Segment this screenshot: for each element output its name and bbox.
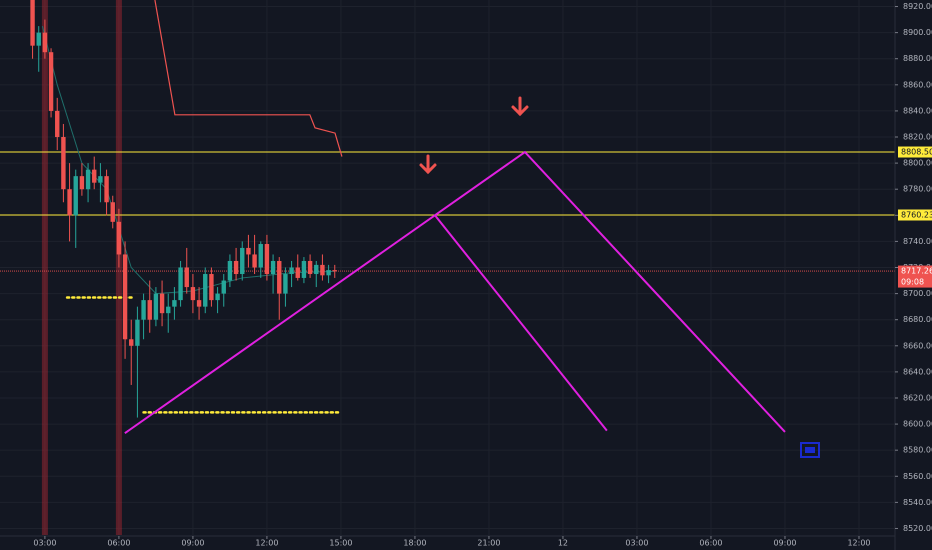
y-tick-label: 8580.00 — [903, 446, 932, 455]
candle-body — [240, 247, 245, 275]
x-tick-label: 09:00 — [181, 539, 204, 548]
price-label-box — [898, 209, 932, 221]
x-tick-label: 18:00 — [403, 539, 426, 548]
candle-body — [289, 267, 294, 275]
candle-body — [227, 260, 233, 281]
trendline — [124, 150, 786, 435]
candle-body — [73, 176, 78, 216]
candle-body — [153, 293, 159, 320]
trendline — [434, 214, 608, 432]
candle-body — [203, 274, 208, 307]
candle-body — [67, 189, 72, 216]
x-tick-label: 06:00 — [107, 539, 130, 548]
candle-body — [122, 254, 128, 340]
y-tick-label: 8920.00 — [903, 2, 932, 11]
x-tick-label: 06:00 — [699, 539, 722, 548]
candle-body — [246, 247, 251, 255]
last-price-box — [898, 265, 932, 288]
x-tick-label: 03:00 — [625, 539, 648, 548]
candle-body — [295, 267, 300, 278]
candle-body — [61, 137, 66, 190]
y-tick-label: 8700.00 — [903, 289, 932, 298]
y-tick-label: 8820.00 — [903, 133, 932, 142]
y-tick-label: 8560.00 — [903, 472, 932, 481]
candle-body — [110, 202, 115, 222]
x-tick-label: 12 — [558, 539, 568, 548]
price-label: 8760.23 — [901, 211, 932, 220]
y-tick-label: 8680.00 — [903, 315, 932, 324]
candle-body — [135, 319, 140, 346]
x-tick-label: 15:00 — [329, 539, 352, 548]
candle-body — [147, 300, 152, 320]
y-tick-label: 8660.00 — [903, 341, 932, 350]
y-tick-label: 8600.00 — [903, 420, 932, 429]
candle-body — [92, 169, 97, 183]
y-tick-label: 8520.00 — [903, 524, 932, 533]
candle-body — [258, 244, 263, 268]
price-label-box — [898, 146, 932, 158]
candle-body — [320, 264, 325, 276]
price-label: 8808.50 — [901, 148, 932, 157]
candle-body — [159, 293, 165, 314]
x-tick-label: 21:00 — [477, 539, 500, 548]
candle-body — [277, 260, 282, 294]
candle-body — [129, 339, 134, 346]
y-tick-label: 8540.00 — [903, 498, 932, 507]
y-tick-label: 8800.00 — [903, 159, 932, 168]
candle-body — [36, 32, 41, 46]
icon — [800, 442, 820, 458]
last-price-label: 8717.26 — [901, 267, 932, 276]
candle-body — [55, 110, 60, 138]
candle-body — [209, 274, 214, 301]
y-tick-label: 8780.00 — [903, 185, 932, 194]
x-tick-label: 03:00 — [33, 539, 56, 548]
candle-body — [196, 300, 202, 307]
candle-body — [326, 270, 331, 276]
indicator-line — [154, 0, 343, 157]
candle-body — [270, 260, 276, 275]
candle-body — [104, 176, 109, 203]
arrow — [419, 96, 529, 175]
countdown-label: 09:08 — [901, 278, 924, 287]
candle-body — [98, 176, 103, 183]
candle-body — [30, 0, 35, 46]
candle-body — [184, 267, 189, 288]
candle-body — [79, 176, 85, 190]
x-tick-label: 09:00 — [773, 539, 796, 548]
y-tick-label: 8880.00 — [903, 54, 932, 63]
candle-body — [116, 221, 122, 255]
y-tick-label: 8840.00 — [903, 106, 932, 115]
candle-body — [141, 300, 146, 320]
y-tick-label: 8900.00 — [903, 28, 932, 37]
y-tick-label: 8860.00 — [903, 80, 932, 89]
candle-body — [314, 264, 319, 275]
candle-body — [215, 293, 220, 301]
candle-body — [264, 244, 270, 275]
x-tick-label: 12:00 — [847, 539, 870, 548]
y-tick-label: 8640.00 — [903, 367, 932, 376]
candle-body — [252, 254, 257, 268]
candle-body — [48, 52, 54, 111]
y-tick-label: 8740.00 — [903, 237, 932, 246]
candle-body — [166, 306, 171, 314]
candle-body — [233, 260, 239, 275]
candle-body — [42, 32, 48, 53]
candle-body — [301, 260, 307, 278]
x-tick-label: 12:00 — [255, 539, 278, 548]
session-highlight — [41, 0, 48, 535]
candle-body — [283, 274, 288, 294]
candle-body — [85, 169, 91, 190]
candle-body — [307, 260, 313, 275]
y-tick-label: 8620.00 — [903, 393, 932, 402]
candle-body — [221, 280, 226, 294]
candle-body — [332, 270, 337, 272]
candle-body — [178, 267, 183, 301]
candle-body — [190, 287, 196, 301]
candle-body — [172, 300, 177, 307]
